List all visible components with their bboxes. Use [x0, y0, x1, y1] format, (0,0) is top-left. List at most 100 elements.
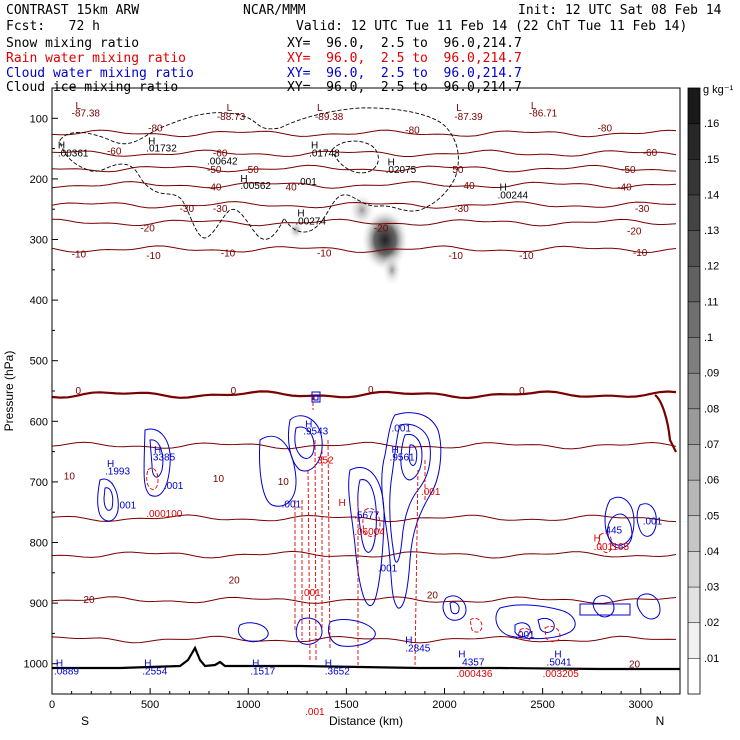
contour-label: H: [297, 208, 304, 219]
contour-label: 20: [427, 590, 439, 601]
y-tick-label: 200: [30, 174, 48, 186]
contour-label: .001: [282, 499, 302, 510]
y-tick-label: 800: [30, 538, 48, 550]
contour-label: .3385: [150, 453, 175, 464]
y-tick-label: 500: [30, 356, 48, 368]
contour-label: .1993: [105, 467, 130, 478]
colorbar-swatch: [688, 266, 700, 303]
y-tick-label: 900: [30, 598, 48, 610]
contour-label: .001: [378, 564, 398, 575]
contour-label: .001: [297, 177, 317, 188]
isotherm-line: [52, 149, 677, 157]
colorbar-swatch: [688, 337, 700, 374]
colorbar-swatch: [688, 373, 700, 410]
contour-label: -10: [633, 248, 648, 259]
contour-label: -30: [213, 204, 228, 215]
colorbar: .01 .02 .03 .04 .05 .06 .07 .08 .09 .1 .11 .12 .13 .1…: [687, 87, 719, 695]
contour-label: -80: [148, 124, 163, 135]
contour-label: .5041: [547, 658, 572, 669]
header-valid: Valid: 12 UTC Tue 11 Feb 14 (22 ChT Tue …: [296, 19, 688, 34]
contour-label: -30: [635, 204, 650, 215]
contour-label: L: [456, 103, 462, 114]
colorbar-tick-label: .06: [704, 475, 719, 487]
contour-label: H: [458, 650, 465, 661]
header-init: Init: 12 UTC Sat 08 Feb 14: [518, 3, 722, 18]
contour-label: .000100: [146, 509, 183, 520]
isotherm-line: [52, 181, 677, 189]
contour-label: -40: [207, 182, 222, 193]
y-tick-label: 600: [30, 416, 48, 428]
contour-label: H: [325, 659, 332, 670]
colorbar-swatch: [688, 301, 700, 339]
contour-label: -80: [598, 124, 613, 135]
colorbar-tick-label: .08: [704, 403, 719, 415]
contour-label: .2554: [142, 667, 167, 678]
contour-label: -50: [244, 165, 259, 176]
colorbar-tick-label: .13: [704, 225, 719, 237]
contour-label: .000436: [456, 669, 493, 680]
y-tick-label: 1000: [24, 659, 48, 671]
contour-label: H: [405, 636, 412, 647]
contour-label: .00361: [58, 148, 89, 159]
field-rain-name: Rain water mixing ratio: [6, 51, 187, 66]
colorbar-tick-label: .01: [704, 653, 719, 665]
contour-label: H: [56, 659, 63, 670]
contour-label: H: [392, 445, 399, 456]
isotherm-line: [52, 390, 677, 400]
contour-label: .00562: [240, 181, 271, 192]
x-axis-label: Distance (km): [329, 714, 403, 728]
contour-label: -40: [617, 182, 632, 193]
colorbar-frame: [687, 87, 701, 695]
contour-label: .001: [305, 707, 325, 718]
contour-label: -20: [627, 227, 642, 238]
contour-label: H: [240, 174, 247, 185]
colorbar-swatch: [688, 551, 700, 588]
header-title: CONTRAST 15km ARW: [6, 3, 140, 18]
contour-label: -87.38: [72, 108, 101, 119]
terrain-surface: [52, 645, 680, 671]
contour-label: H: [107, 459, 114, 470]
y-axis-label: Pressure (hPa): [2, 351, 16, 432]
contour-label: .001: [392, 424, 412, 435]
contour-label: 352: [317, 456, 334, 467]
contour-label: H: [554, 650, 561, 661]
contour-label: .001: [164, 481, 184, 492]
contour-label: 0: [368, 385, 374, 396]
isotherm-line: [52, 550, 677, 559]
contour-label: L: [317, 103, 323, 114]
x-tick-label: 1500: [334, 699, 358, 711]
contour-label: H: [311, 141, 318, 152]
field-rain-xy: XY= 96.0, 2.5 to 96.0,214.7: [287, 51, 522, 66]
x-tick-label: 2000: [432, 699, 456, 711]
contour-label: 445: [605, 525, 622, 536]
contour-label: H: [144, 659, 151, 670]
rain-water-contours: [146, 396, 613, 666]
isotherm-line: [52, 164, 677, 173]
contour-label: -10: [146, 251, 161, 262]
cloud-water-contours: [97, 391, 661, 647]
field-cloud-water-name: Cloud water mixing ratio: [6, 66, 194, 81]
contour-label: H: [305, 419, 312, 430]
header-org: NCAR/MMM: [243, 3, 306, 18]
isotherm-line: [52, 635, 677, 644]
colorbar-unit: g kg⁻¹: [703, 84, 734, 96]
contour-label: -30: [180, 204, 195, 215]
contour-label: -89.38: [315, 112, 344, 123]
y-tick-label: 300: [30, 235, 48, 247]
contour-label: H: [594, 533, 601, 544]
contour-label: .001: [643, 516, 663, 527]
contour-label: 10: [64, 471, 76, 482]
contour-label: .02075: [386, 165, 417, 176]
contour-label: -10: [448, 251, 463, 262]
contour-label: .001: [117, 501, 137, 512]
x-tick-label: 1000: [236, 699, 260, 711]
contour-label: -10: [72, 250, 87, 261]
contour-label: L: [531, 101, 537, 112]
colorbar-tick-label: .03: [704, 582, 719, 594]
contour-label: -40: [460, 181, 475, 192]
contour-label: .01732: [146, 144, 177, 155]
y-tick-label: 700: [30, 477, 48, 489]
contour-label: -88.73: [217, 112, 246, 123]
colorbar-tick-label: .12: [704, 261, 719, 273]
